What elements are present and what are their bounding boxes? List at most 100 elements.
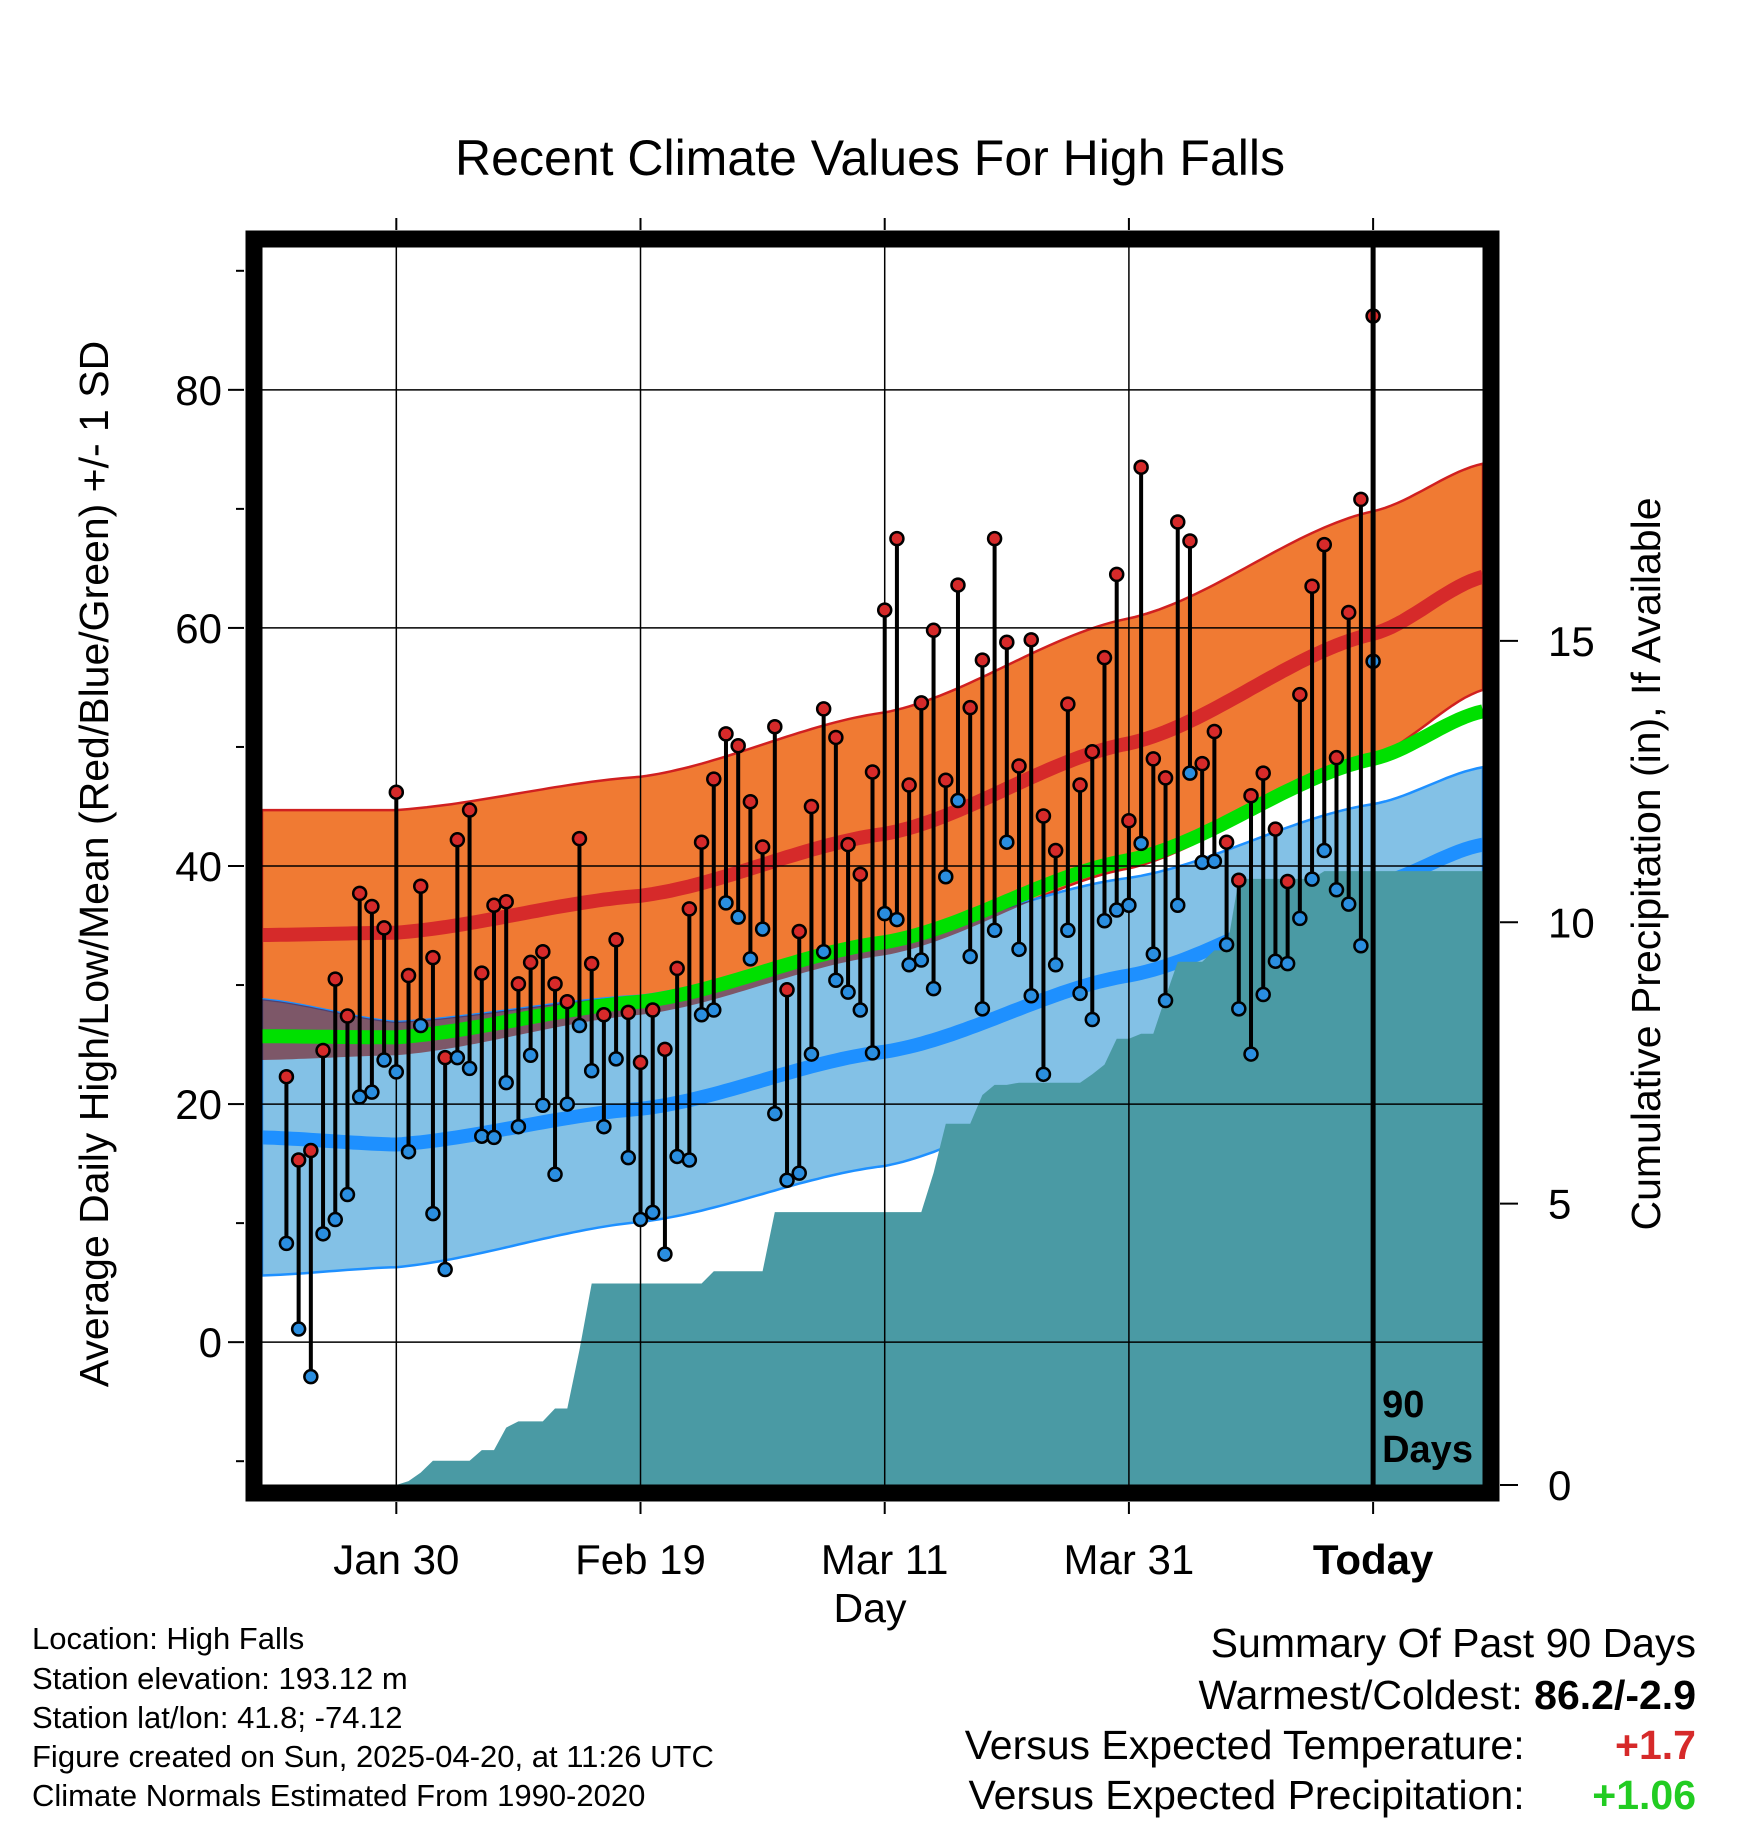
daily-low-point <box>461 1060 478 1077</box>
daily-low-point <box>1231 1001 1247 1017</box>
daily-high-point <box>1231 872 1247 889</box>
daily-low-point <box>327 1211 344 1228</box>
daily-low-point <box>571 1017 588 1034</box>
daily-low-point <box>290 1321 307 1337</box>
footer-latlon: Station lat/lon: 41.8; -74.12 <box>32 1700 403 1735</box>
daily-low-point <box>1292 910 1308 927</box>
daily-high-point <box>1304 578 1320 595</box>
daily-low-point <box>425 1205 441 1222</box>
chart-title: Recent Climate Values For High Falls <box>455 130 1285 186</box>
daily-low-point <box>1243 1046 1259 1062</box>
daily-high-point <box>925 622 942 639</box>
x-tick-label: Feb 19 <box>575 1536 706 1583</box>
x-tick-label: Today <box>1313 1536 1434 1583</box>
daily-high-point <box>889 530 905 547</box>
daily-high-point <box>962 699 978 716</box>
summary-temp-value: +1.7 <box>1615 1722 1696 1768</box>
daily-high-point <box>986 530 1003 547</box>
daily-high-point <box>1011 758 1027 774</box>
daily-high-point <box>400 967 417 984</box>
daily-high-point <box>693 834 710 850</box>
daily-high-point <box>1218 834 1235 850</box>
daily-high-point <box>315 1042 331 1059</box>
daily-high-point <box>559 993 575 1010</box>
daily-high-point <box>901 777 917 793</box>
daily-low-point <box>681 1152 698 1168</box>
daily-low-point <box>925 980 942 997</box>
y-right-tick-label: 0 <box>1548 1462 1571 1509</box>
summary-precip-label: Versus Expected Precipitation: <box>968 1772 1525 1818</box>
daily-low-point <box>1072 985 1088 1002</box>
daily-high-point <box>791 923 807 940</box>
summary-extremes-label: Warmest/Coldest: <box>1198 1672 1523 1718</box>
daily-high-point <box>351 885 368 902</box>
daily-low-point <box>278 1235 295 1252</box>
daily-high-point <box>461 802 478 818</box>
daily-low-point <box>1279 955 1296 972</box>
x-tick-label: Mar 31 <box>1064 1536 1195 1583</box>
daily-high-point <box>974 652 991 668</box>
footer-elevation: Station elevation: 193.12 m <box>32 1661 408 1696</box>
daily-low-point <box>1145 946 1162 962</box>
summary-extremes-row: Warmest/Coldest: 86.2/-2.9 <box>1198 1672 1696 1719</box>
daily-low-point <box>486 1129 502 1146</box>
daily-high-point <box>364 898 380 915</box>
daily-high-point <box>1328 749 1345 766</box>
daily-low-point <box>1218 936 1235 953</box>
daily-low-point <box>876 905 893 922</box>
daily-low-point <box>999 834 1015 850</box>
daily-high-point <box>1243 788 1259 804</box>
daily-high-point <box>779 982 795 998</box>
daily-high-point <box>327 971 344 987</box>
daily-low-point <box>1267 953 1284 969</box>
daily-high-point <box>681 901 698 917</box>
daily-low-point <box>522 1047 539 1064</box>
daily-low-point <box>644 1204 661 1221</box>
precip-area <box>262 871 1483 1485</box>
daily-high-point <box>1206 723 1223 740</box>
daily-high-point <box>1072 777 1088 793</box>
daily-low-point <box>510 1118 527 1135</box>
daily-high-point <box>1096 649 1113 666</box>
daily-low-point <box>412 1017 429 1034</box>
daily-low-point <box>449 1049 466 1066</box>
daily-low-point <box>938 868 954 885</box>
y-axis-left-label: Average Daily High/Low/Mean (Red/Blue/Gr… <box>71 341 117 1387</box>
daily-low-point <box>950 792 966 809</box>
daily-high-point <box>803 798 820 815</box>
daily-high-point <box>742 793 759 810</box>
x-axis-label: Day <box>834 1585 907 1631</box>
daily-low-point <box>547 1166 563 1183</box>
daily-low-point <box>1011 941 1027 958</box>
summary-extremes-value: 86.2/-2.9 <box>1534 1672 1696 1718</box>
daily-high-point <box>388 784 405 800</box>
daily-low-point <box>852 1002 869 1018</box>
daily-high-point <box>1108 566 1125 583</box>
daily-low-point <box>791 1165 807 1181</box>
daily-low-point <box>1206 853 1223 869</box>
daily-high-point <box>1182 533 1198 549</box>
daily-high-point <box>510 976 527 992</box>
daily-low-point <box>364 1084 380 1100</box>
daily-high-point <box>1292 686 1308 703</box>
daily-low-point <box>754 921 771 937</box>
daily-low-point <box>1255 986 1271 1003</box>
daily-high-point <box>425 949 441 966</box>
daily-low-point <box>913 952 930 968</box>
daily-low-point <box>1084 1011 1101 1028</box>
daily-low-point <box>1304 871 1320 887</box>
daily-high-point <box>522 954 539 971</box>
daily-low-point <box>303 1368 319 1385</box>
daily-low-point <box>498 1074 514 1091</box>
plot-inner <box>262 247 1483 1485</box>
plot-frame <box>245 230 1500 1502</box>
daily-low-point <box>474 1128 490 1144</box>
daily-low-point <box>864 1045 881 1061</box>
daily-high-point <box>1255 765 1271 781</box>
daily-high-point <box>1267 821 1284 837</box>
daily-low-point <box>1316 842 1333 859</box>
daily-high-point <box>669 960 685 977</box>
daily-high-point <box>1157 770 1174 786</box>
summary-heading: Summary Of Past 90 Days <box>1210 1620 1696 1666</box>
